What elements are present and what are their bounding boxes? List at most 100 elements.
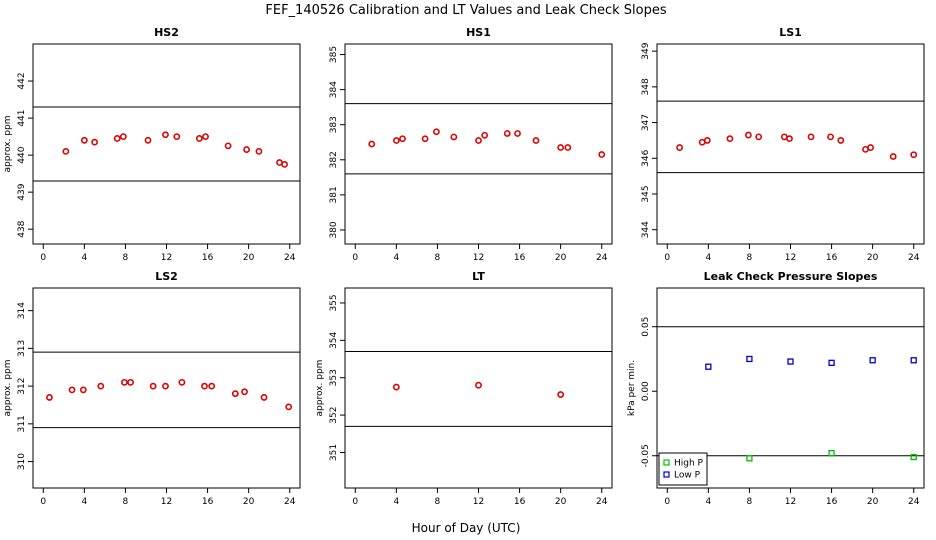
x-tick-label: 12 [785,497,796,507]
panel-1: HS2 0 4 8 12 16 20 24 438 439 440 441 442 approx. ppm [3,26,301,263]
y-tick-label: 351 [329,444,339,461]
y-tick-label: 352 [329,407,339,424]
x-tick-label: 20 [867,497,879,507]
x-tick-label: 4 [705,253,711,263]
data-point [532,137,540,144]
data-point [392,383,400,391]
data-point [514,130,521,137]
data-point [746,455,753,462]
data-point [746,355,753,363]
data-point [243,146,250,153]
y-tick-label: 383 [329,116,339,133]
y-tick-label: 311 [17,415,27,432]
y-tick-label: 440 [17,146,27,163]
data-point [91,138,99,146]
y-tick-label: 312 [17,378,27,395]
data-point [827,133,834,141]
data-point [113,135,121,142]
panel-4: LS2 0 4 8 12 16 20 24 310 311 312 313 314 approx. ppm [3,270,301,507]
data-point [260,394,268,401]
data-point [46,394,53,401]
data-point [178,378,186,386]
y-tick-label: 438 [17,220,27,237]
data-point [910,357,917,364]
data-point [119,133,127,140]
data-point [144,136,152,144]
y-tick-label: -0.05 [641,444,651,467]
x-tick-label: 0 [664,497,670,507]
x-tick-label: 20 [555,497,567,507]
data-point [564,144,572,151]
data-point [828,359,835,366]
x-tick-label: 16 [826,497,838,507]
panel-title: LT [472,270,485,283]
y-tick-label: 313 [17,340,27,357]
x-tick-label: 20 [243,497,255,507]
x-tick-label: 20 [555,253,567,263]
panel-3: LS1 0 4 8 12 16 20 24 344 345 346 347 348 349 [641,26,925,263]
x-tick-label: 20 [867,253,879,263]
data-point [421,135,429,143]
data-point [201,382,208,390]
x-tick-label: 8 [747,497,753,507]
data-point [149,382,157,390]
data-point [503,130,511,137]
data-point [432,128,440,136]
data-point [557,391,565,398]
y-tick-label: 439 [17,183,27,200]
x-tick-label: 8 [123,497,129,507]
data-point [80,136,88,144]
legend: High P Low P [658,452,708,486]
x-tick-label: 4 [393,497,399,507]
data-point [68,386,76,394]
y-tick-label: 344 [641,221,651,238]
data-point [162,131,169,139]
x-tick-label: 12 [161,497,172,507]
data-point [910,453,917,461]
x-tick-label: 0 [664,253,670,263]
data-point [450,133,458,141]
y-tick-label: 354 [329,331,339,348]
legend-symbol [663,459,670,466]
data-point [828,450,835,457]
x-tick-label: 8 [123,253,129,263]
plot-frame [344,43,613,245]
data-point [368,140,376,148]
x-tick-label: 8 [747,253,753,263]
data-point [127,378,134,386]
data-point [889,153,897,160]
x-tick-label: 16 [514,497,526,507]
data-point [281,160,288,168]
y-tick-label: 382 [329,151,339,168]
x-tick-label: 4 [705,497,711,507]
data-point [224,142,232,150]
legend-label: High P [674,459,704,469]
panel-title: LS2 [155,270,178,283]
x-tick-label: 16 [826,253,838,263]
panel-title: Leak Check Pressure Slopes [704,270,878,283]
panel-5: LT 0 4 8 12 16 20 24 351 352 353 354 355 approx. ppm [315,270,613,507]
panel-title: HS1 [466,26,491,39]
y-axis-label: approx. ppm [3,360,13,417]
x-tick-label: 8 [435,253,441,263]
y-tick-label: 349 [641,42,651,59]
data-point [910,151,918,159]
x-tick-label: 20 [243,253,255,263]
y-tick-label: 381 [329,186,339,203]
x-tick-label: 24 [596,497,608,507]
x-tick-label: 12 [785,253,796,263]
panel-2: HS1 0 4 8 12 16 20 24 380 381 382 383 384 385 [329,26,613,263]
x-tick-label: 12 [473,253,484,263]
data-point [392,137,400,144]
data-point [726,135,734,143]
data-point [744,131,752,139]
x-tick-label: 12 [161,253,172,263]
y-tick-label: 347 [641,114,651,131]
y-tick-label: 441 [17,109,27,126]
y-tick-label: 348 [641,78,651,95]
data-point [557,144,565,151]
figure-xlabel: Hour of Day (UTC) [412,521,521,535]
y-tick-label: 442 [17,72,27,89]
y-tick-label: 384 [329,81,339,98]
data-point [481,131,489,139]
